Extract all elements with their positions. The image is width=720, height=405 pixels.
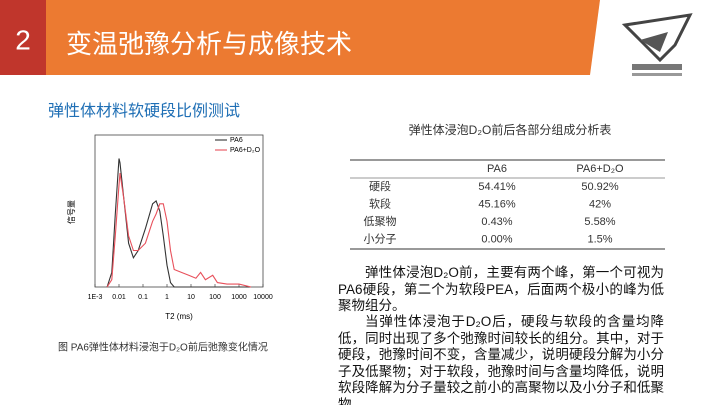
table-cell: 软段	[369, 196, 391, 210]
table-header: PA6	[487, 163, 507, 175]
table-title: 弹性体浸泡D₂O前后各部分组成分析表	[409, 122, 612, 137]
legend-label: PA6	[230, 137, 243, 144]
slide-title: 变温弛豫分析与成像技术	[66, 29, 352, 59]
x-axis-label: T2 (ms)	[165, 312, 193, 321]
x-tick-label: 10000	[253, 294, 273, 301]
y-axis-label: 信号量	[66, 200, 76, 224]
x-tick-label: 100	[209, 294, 221, 301]
table-cell: 45.16%	[478, 198, 516, 210]
x-tick-label: 0.01	[112, 294, 126, 301]
series-line	[106, 158, 251, 288]
plot-frame	[94, 134, 264, 288]
table-cell: 1.5%	[587, 233, 612, 245]
paragraph: 弹性体浸泡D₂O前，主要有两个峰，第一个可视为PA6硬段，第二个为软段PEA，后…	[338, 265, 664, 313]
table-cell: 0.43%	[481, 216, 512, 228]
table-cell: 5.58%	[584, 216, 615, 228]
paragraph: 当弹性体浸泡于D₂O后，硬段与软段的含量均降低，同时出现了多个弛豫时间较长的组分…	[338, 314, 664, 405]
table-cell: 42%	[589, 198, 611, 210]
x-tick-label: 1E-3	[88, 294, 103, 301]
series-line	[106, 173, 252, 288]
x-tick-label: 10	[187, 294, 195, 301]
x-tick-label: 1000	[231, 294, 247, 301]
subtitle: 弹性体材料软硬段比例测试	[48, 102, 240, 120]
table-cell: 硬段	[369, 179, 391, 193]
number-box	[0, 0, 46, 75]
legend-label: PA6+D₂O	[230, 147, 261, 154]
table-cell: 0.00%	[481, 233, 512, 245]
slide-number: 2	[15, 24, 31, 55]
logo	[621, 13, 693, 76]
table-cell: 54.41%	[478, 181, 516, 193]
x-tick-label: 1	[165, 294, 169, 301]
table-cell: 50.92%	[581, 181, 619, 193]
table-header: PA6+D₂O	[576, 163, 624, 175]
x-tick-label: 0.1	[138, 294, 148, 301]
header-bar	[0, 0, 600, 75]
table-cell: 低聚物	[364, 214, 397, 228]
chart-caption: 图 PA6弹性体材料浸泡于D₂O前后弛豫变化情况	[58, 341, 268, 354]
table-cell: 小分子	[364, 232, 397, 245]
